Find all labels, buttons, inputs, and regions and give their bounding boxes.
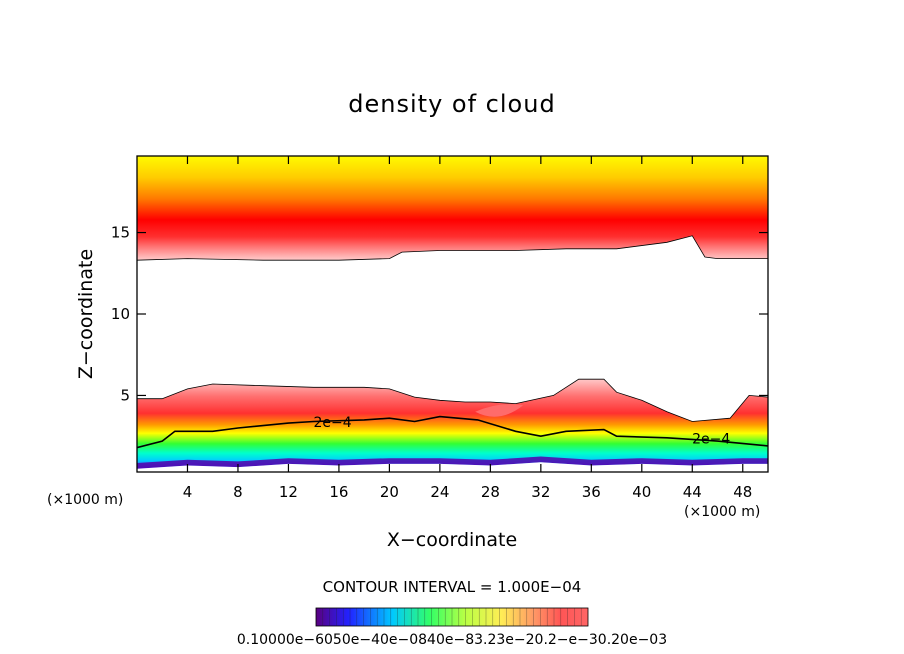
contour-line-2e-4 [137, 415, 768, 449]
bottom-purple-fringe [137, 456, 768, 469]
upper-cloud-layer [137, 156, 768, 261]
y-axis-ticks: 5 10 15 [111, 224, 768, 404]
x-tick-label-4: 4 [183, 483, 193, 501]
contour-interval-label: CONTOUR INTERVAL = 1.000E−04 [323, 578, 582, 596]
x-tick-label-32: 32 [531, 483, 550, 501]
x-tick-label-16: 16 [329, 483, 348, 501]
x-tick-label-44: 44 [683, 483, 702, 501]
y-tick-label-10: 10 [111, 305, 130, 323]
x-tick-label-12: 12 [279, 483, 298, 501]
x-axis-ticks: 4 8 12 16 20 24 28 32 36 40 44 48 [183, 156, 752, 501]
lower-cloud-layer [137, 379, 768, 472]
x-tick-label-48: 48 [733, 483, 752, 501]
contour-label-0: 2e−4 [314, 415, 352, 431]
colorbar-labels: 0.10000e−6050e−40e−0840e−83.23e−20.2−e−3… [237, 632, 667, 648]
chart-title: density of cloud [348, 90, 555, 118]
y-tick-label-5: 5 [120, 386, 130, 404]
contour-label-1: 2e−4 [692, 431, 730, 447]
lower-layer-outline [137, 378, 768, 422]
x-tick-label-28: 28 [481, 483, 500, 501]
x-tick-label-40: 40 [632, 483, 651, 501]
x-tick-label-24: 24 [430, 483, 449, 501]
x-axis-title: X−coordinate [387, 529, 517, 551]
x-tick-label-36: 36 [582, 483, 601, 501]
x-tick-label-8: 8 [233, 483, 243, 501]
colorbar-stripes [322, 608, 582, 626]
x-unit-label-left: (×1000 m) [47, 492, 123, 508]
x-tick-label-20: 20 [380, 483, 399, 501]
contour-labels: 2e−4 2e−4 [314, 415, 731, 447]
floating-cloud-patch [475, 404, 524, 417]
y-axis-title: Z−coordinate [75, 249, 97, 379]
upper-layer-outline [137, 235, 768, 261]
x-unit-label-right: (×1000 m) [684, 504, 760, 520]
y-tick-label-15: 15 [111, 224, 130, 242]
colorbar: 0.10000e−6050e−40e−0840e−83.23e−20.2−e−3… [237, 607, 667, 648]
below-cloud-gap [137, 462, 768, 472]
